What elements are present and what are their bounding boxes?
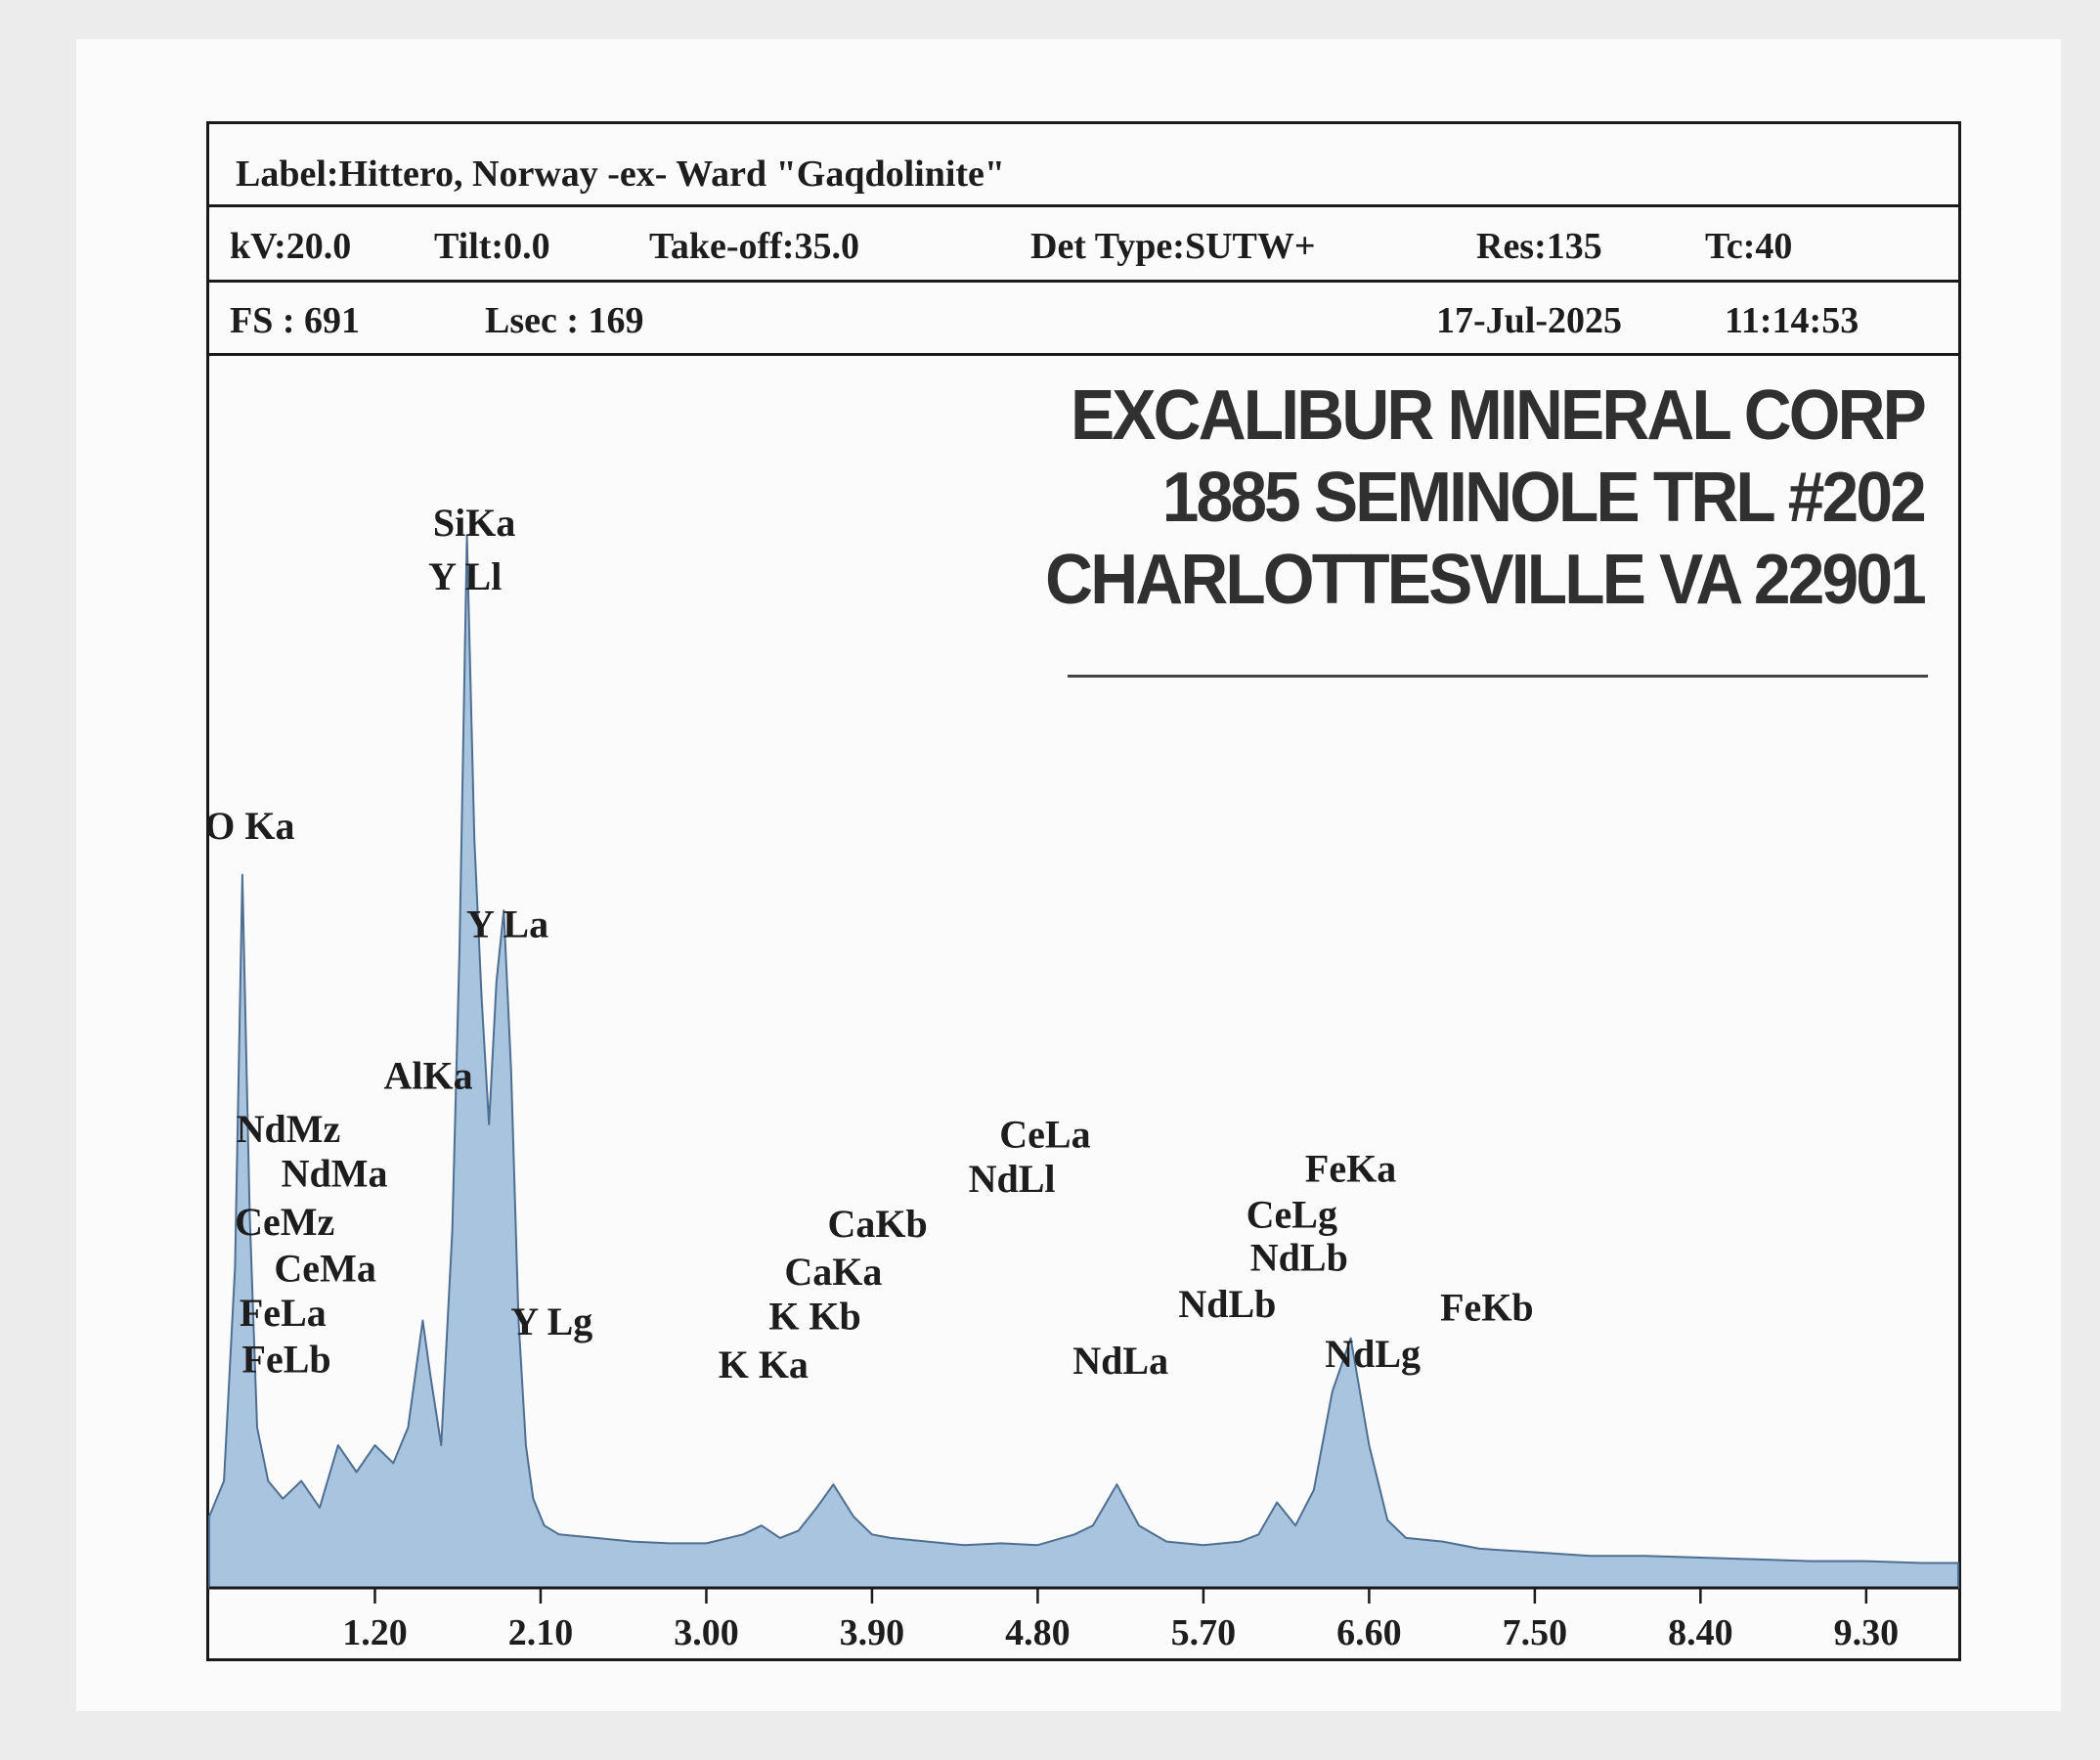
peak-label: NdMz [237, 1107, 341, 1151]
x-tick-label: 1.20 [342, 1612, 408, 1653]
peak-label: CeMa [274, 1246, 375, 1290]
date-value: 17-Jul-2025 [1436, 300, 1622, 341]
peak-label: NdLl [969, 1157, 1056, 1201]
address-stamp: EXCALIBUR MINERAL CORP 1885 SEMINOLE TRL… [1005, 374, 1927, 621]
det-type-value: Det Type:SUTW+ [1030, 226, 1316, 267]
header-row-label: Label:Hittero, Norway -ex- Ward "Gaqdoli… [206, 121, 1961, 207]
stamp-underline [1068, 675, 1928, 678]
header-row-params: kV:20.0 Tilt:0.0 Take-off:35.0 Det Type:… [206, 207, 1961, 283]
peak-label: AlKa [384, 1053, 473, 1097]
peak-label: NdLb [1250, 1235, 1348, 1279]
sample-label: Label:Hittero, Norway -ex- Ward "Gaqdoli… [236, 154, 1006, 195]
takeoff-value: Take-off:35.0 [649, 226, 859, 267]
peak-label: NdLa [1072, 1339, 1168, 1383]
fs-value: FS : 691 [230, 300, 360, 341]
x-tick-label: 3.90 [840, 1612, 905, 1653]
header-row-acquisition: FS : 691 Lsec : 169 17-Jul-2025 11:14:53 [206, 283, 1961, 356]
peak-label: FeKb [1440, 1285, 1534, 1329]
peak-label: NdLg [1325, 1332, 1421, 1376]
x-tick-label: 5.70 [1171, 1612, 1237, 1653]
peak-label: O Ka [204, 804, 294, 848]
lsec-value: Lsec : 169 [485, 300, 644, 341]
peak-label: CeLg [1247, 1193, 1337, 1237]
peak-label: Y La [466, 902, 548, 946]
spectrum-frame [206, 121, 1961, 1661]
peak-label: Y Ll [428, 554, 502, 598]
peak-label: CaKb [827, 1202, 927, 1246]
x-tick-label: 4.80 [1005, 1612, 1071, 1653]
peak-label: FeKa [1305, 1146, 1396, 1190]
time-value: 11:14:53 [1725, 300, 1859, 341]
x-tick-label: 8.40 [1668, 1612, 1733, 1653]
peak-label: SiKa [433, 501, 515, 545]
peak-label: CeMz [235, 1200, 334, 1244]
spectrum-area [208, 535, 1959, 1589]
peak-label: NdMa [282, 1152, 388, 1196]
x-tick-label: 6.60 [1336, 1612, 1402, 1653]
stamp-line-1: EXCALIBUR MINERAL CORP [1071, 376, 1927, 455]
x-tick-label: 2.10 [508, 1612, 574, 1653]
stamp-line-3: CHARLOTTESVILLE VA 22901 [1045, 541, 1927, 619]
peak-label: FeLb [242, 1337, 331, 1381]
x-tick-label: 7.50 [1503, 1612, 1568, 1653]
peak-label: Y Lg [510, 1299, 592, 1343]
peak-label: K Ka [719, 1342, 809, 1386]
x-tick-label: 3.00 [674, 1612, 739, 1653]
peak-label: FeLa [240, 1291, 327, 1335]
kv-value: kV:20.0 [230, 226, 352, 267]
res-value: Res:135 [1476, 226, 1602, 267]
peak-label: CaKa [784, 1250, 882, 1294]
tilt-value: Tilt:0.0 [434, 226, 550, 267]
peak-label: CeLa [999, 1113, 1090, 1157]
peak-label: NdLb [1178, 1282, 1276, 1326]
peak-label: K Kb [768, 1295, 860, 1339]
x-tick-label: 9.30 [1834, 1612, 1900, 1653]
stamp-line-2: 1885 SEMINOLE TRL #202 [1161, 459, 1927, 537]
tc-value: Tc:40 [1705, 226, 1793, 267]
